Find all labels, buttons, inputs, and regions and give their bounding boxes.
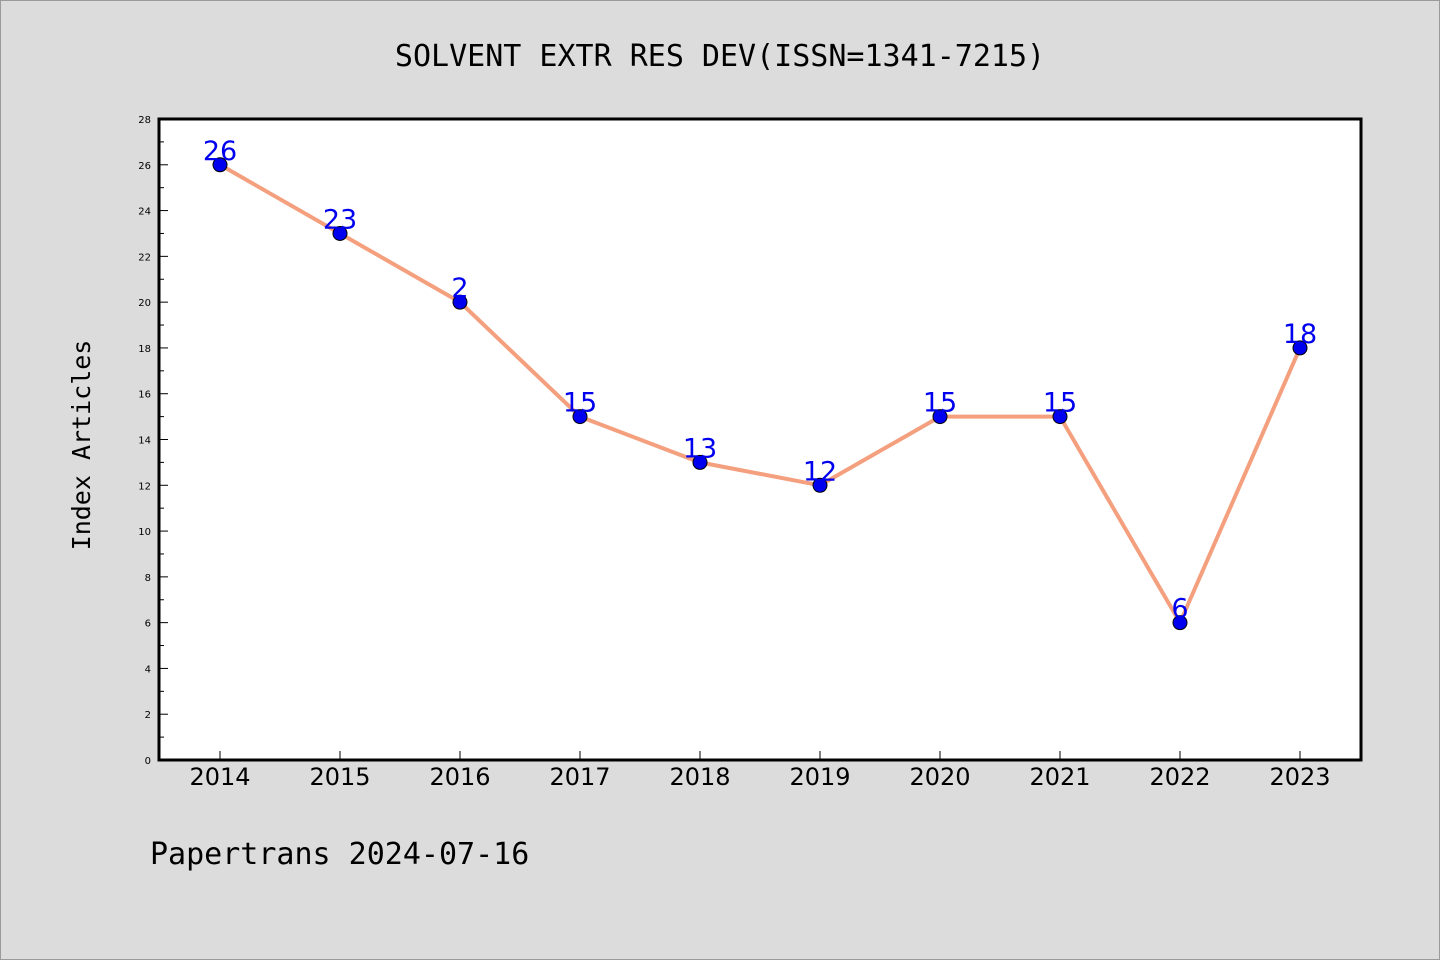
footer-text: Papertrans 2024-07-16 (150, 837, 529, 872)
data-point (572, 409, 588, 425)
data-label: 15 (1043, 388, 1077, 419)
series-line (219, 163, 1302, 628)
data-point (812, 477, 828, 493)
y-tick-label: 18 (138, 344, 151, 355)
x-tick-label: 2019 (789, 763, 850, 791)
y-tick-label: 10 (138, 527, 151, 538)
data-label: 13 (683, 433, 717, 464)
y-tick-label: 12 (138, 481, 151, 492)
x-tick-label: 2020 (909, 763, 970, 791)
x-tick-label: 2018 (669, 763, 730, 791)
x-tick-label: 2015 (309, 763, 370, 791)
y-tick-label: 16 (138, 390, 151, 401)
y-axis-label: Index Articles (67, 340, 96, 551)
y-tick-label: 6 (145, 619, 151, 630)
x-tick-label: 2014 (189, 763, 250, 791)
x-tick-label: 2017 (549, 763, 610, 791)
data-label: 12 (803, 456, 837, 487)
data-point (332, 225, 348, 241)
x-tick-label: 2016 (429, 763, 490, 791)
y-tick-label: 4 (145, 664, 151, 675)
x-tick-label: 2022 (1149, 763, 1210, 791)
y-tick-label: 22 (138, 252, 151, 263)
data-label: 15 (923, 388, 957, 419)
chart-title: SOLVENT EXTR RES DEV(ISSN=1341-7215) (395, 39, 1045, 74)
data-point (452, 294, 468, 310)
x-tick-label: 2023 (1269, 763, 1330, 791)
y-tick-label: 0 (145, 756, 151, 767)
data-label: 23 (323, 204, 357, 235)
x-tick-label: 2021 (1029, 763, 1090, 791)
data-label: 2 (451, 273, 468, 304)
data-point (692, 454, 708, 470)
data-label: 15 (563, 388, 597, 419)
x-axis: 2014 2015 2016 2017 2018 2019 2020 2021 2022 2023 (189, 751, 1331, 791)
data-point (212, 157, 228, 173)
data-labels: 26 23 2 15 13 12 15 15 6 18 (203, 136, 1317, 625)
data-point (932, 409, 948, 425)
y-tick-label: 14 (138, 436, 151, 447)
y-tick-label: 2 (145, 710, 151, 721)
y-tick-label: 28 (138, 115, 151, 126)
y-tick-label: 26 (138, 161, 151, 172)
data-markers (212, 157, 1308, 631)
y-tick-label: 24 (138, 207, 151, 218)
data-point (1052, 409, 1068, 425)
data-label: 26 (203, 136, 237, 167)
data-point (1292, 340, 1308, 356)
data-point (1172, 615, 1188, 631)
y-tick-label: 8 (145, 573, 151, 584)
y-tick-label: 20 (138, 298, 151, 309)
data-label: 6 (1171, 594, 1188, 625)
data-label: 18 (1283, 319, 1317, 350)
plot-area (157, 117, 1363, 762)
